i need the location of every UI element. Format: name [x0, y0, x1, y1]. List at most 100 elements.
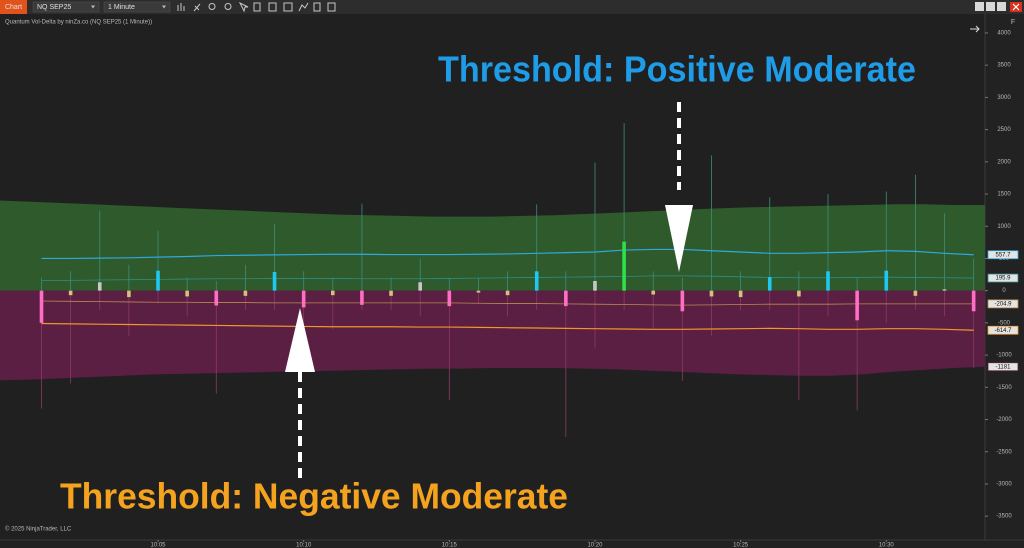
- delta-bar: [767, 277, 772, 291]
- delta-bar: [97, 282, 102, 291]
- delta-bar: [534, 271, 539, 291]
- price-marker-label: -204.9: [994, 301, 1012, 307]
- icon-screenshot[interactable]: [283, 2, 293, 12]
- threshold-line: [41, 300, 974, 306]
- delta-bar: [156, 270, 160, 291]
- price-marker-label: -614.7: [994, 328, 1012, 334]
- delta-bar: [331, 290, 335, 296]
- x-tick-label: 10:20: [587, 543, 603, 548]
- delta-bar: [360, 290, 364, 305]
- price-marker: [987, 362, 1019, 372]
- annotation: Threshold: Negative Moderate: [60, 476, 568, 517]
- price-marker: [987, 325, 1019, 335]
- y-tick-label: 2000: [997, 159, 1011, 165]
- close-icon: [1012, 3, 1020, 11]
- delta-bar: [680, 290, 685, 312]
- x-tick-label: 10:05: [151, 543, 167, 548]
- x-tick-label: 10:10: [296, 543, 312, 548]
- annotations: Threshold: Positive Moderate Threshold: …: [60, 49, 916, 517]
- delta-bar: [447, 290, 452, 307]
- delta-bar: [564, 290, 568, 307]
- y-tick-label: 1000: [997, 224, 1011, 230]
- minimize-button[interactable]: [975, 2, 984, 11]
- panel-letter: F: [1011, 19, 1015, 26]
- icon-chart-trader[interactable]: [327, 2, 336, 12]
- icon-properties[interactable]: [268, 2, 277, 12]
- plot: [0, 123, 985, 437]
- icon-pointer[interactable]: [238, 1, 249, 13]
- band-lower: [0, 290, 985, 381]
- arrow-head: [285, 308, 315, 372]
- copyright: © 2025 NinjaTrader, LLC: [5, 526, 72, 533]
- indicator-title: Quantum Vol-Delta by ninZa.co (NQ SEP25 …: [5, 20, 152, 26]
- y-tick-label: -3000: [996, 482, 1012, 488]
- delta-bar: [39, 290, 44, 323]
- price-marker-label: -1181: [996, 364, 1012, 370]
- delta-bar: [476, 290, 481, 293]
- y-tick-label: 2500: [997, 127, 1011, 133]
- y-tick-label: 1500: [997, 192, 1011, 198]
- threshold-line: [41, 322, 974, 331]
- delta-bar: [127, 290, 131, 298]
- scroll-icon[interactable]: [970, 25, 980, 33]
- icon-strategy[interactable]: [298, 2, 309, 12]
- icon-bars[interactable]: [177, 3, 185, 11]
- arrow-head: [665, 205, 693, 272]
- delta-bar: [243, 290, 248, 296]
- toolbar-icons: [177, 1, 336, 13]
- band-upper: [0, 200, 985, 291]
- delta-bar: [505, 290, 510, 296]
- icon-zoom-in[interactable]: [208, 3, 216, 10]
- interval-selector[interactable]: [103, 1, 171, 13]
- y-tick-label: -2000: [996, 417, 1012, 423]
- y-tick-label: 4000: [997, 31, 1011, 37]
- threshold-line: [41, 275, 974, 281]
- delta-bar: [913, 290, 918, 296]
- interval-label: 1 Minute: [108, 4, 135, 11]
- price-marker-label: 557.7: [995, 252, 1011, 258]
- delta-bar: [942, 289, 947, 291]
- delta-bar: [971, 290, 976, 312]
- chart-tab-label: Chart: [5, 4, 22, 11]
- y-tick-label: -3500: [996, 514, 1012, 520]
- instrument-selector[interactable]: [32, 1, 100, 13]
- delta-bar: [272, 271, 277, 291]
- delta-bar: [418, 282, 422, 291]
- y-tick-label: 3500: [997, 63, 1011, 69]
- x-tick-label: 10:15: [442, 543, 458, 548]
- y-tick-label: -1500: [996, 385, 1012, 391]
- delta-bar: [389, 290, 393, 296]
- delta-bar: [797, 290, 801, 297]
- delta-bar: [855, 290, 859, 321]
- price-marker: [987, 273, 1019, 283]
- delta-bar: [651, 290, 656, 295]
- icon-data-box[interactable]: [253, 2, 261, 12]
- price-marker-label: 195.9: [995, 276, 1011, 282]
- restore-button[interactable]: [997, 2, 1006, 11]
- delta-bar: [884, 270, 889, 291]
- y-tick-label: -2500: [996, 449, 1012, 455]
- dropdown-arrow: [162, 5, 166, 9]
- delta-bar: [826, 271, 830, 291]
- maximize-button[interactable]: [986, 2, 995, 11]
- delta-bar: [68, 290, 73, 296]
- threshold-line: [41, 248, 974, 260]
- delta-bar: [738, 290, 743, 298]
- delta-bar: [214, 290, 219, 306]
- delta-bar: [301, 290, 306, 308]
- chart-tab[interactable]: [0, 0, 27, 14]
- annotation: Threshold: Positive Moderate: [438, 49, 916, 90]
- delta-bar: [709, 290, 714, 297]
- icon-templates[interactable]: [313, 2, 321, 12]
- price-marker: [987, 250, 1019, 260]
- y-tick-label: 0: [1002, 288, 1006, 294]
- price-marker: [987, 299, 1019, 309]
- y-tick-label: -1000: [996, 353, 1012, 359]
- icon-draw[interactable]: [193, 3, 201, 12]
- dropdown-arrow: [91, 5, 95, 9]
- delta-bar: [185, 290, 189, 297]
- x-tick-label: 10:30: [879, 543, 895, 548]
- icon-zoom-out[interactable]: [224, 3, 232, 10]
- delta-bar: [622, 241, 626, 291]
